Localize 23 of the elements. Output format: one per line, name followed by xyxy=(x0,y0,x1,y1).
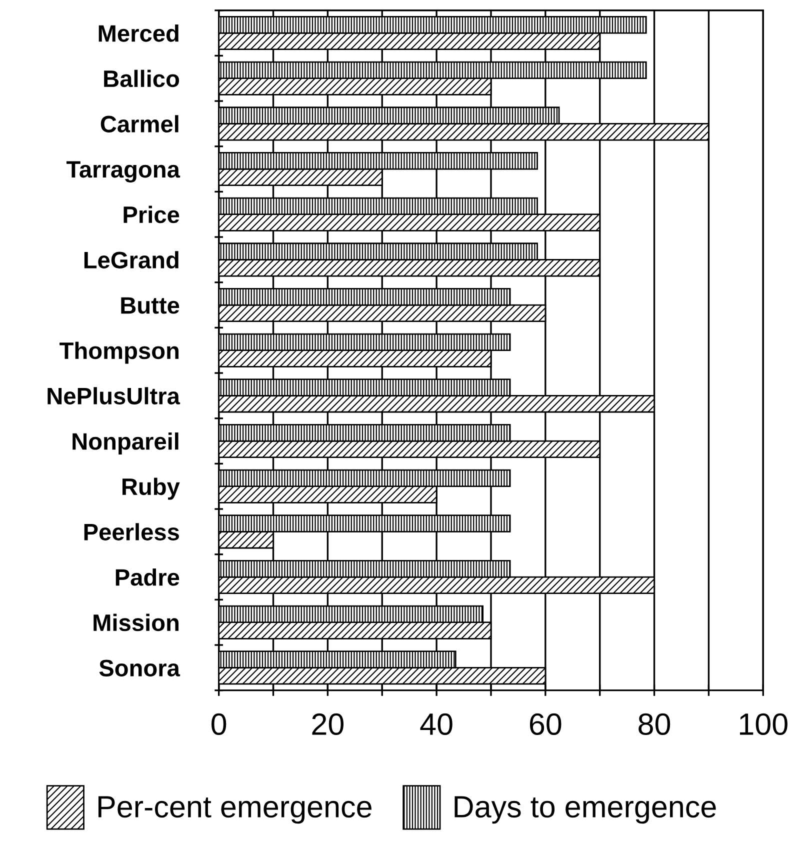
x-tick-label: 80 xyxy=(638,713,670,735)
y-tick-label: Ballico xyxy=(104,70,180,88)
legend-label: Days to emergence xyxy=(454,796,716,824)
y-tick-label: Thompson xyxy=(60,342,178,364)
y-tick-label: Price xyxy=(124,206,180,224)
x-tick-label: 40 xyxy=(420,713,452,735)
y-tick-label: Sonora xyxy=(99,660,180,676)
x-tick-label: 100 xyxy=(740,713,788,735)
y-tick-label: Merced xyxy=(98,24,178,42)
x-tick-label: 20 xyxy=(312,713,344,735)
y-tick-label: Tarragona xyxy=(66,161,180,183)
y-tick-label: NePlusUltra xyxy=(48,387,180,404)
legend-label: Per-cent emergence xyxy=(98,796,372,824)
y-tick-label: Butte xyxy=(121,297,180,314)
x-tick-label: 0 xyxy=(212,713,226,735)
y-tick-label: Peerless xyxy=(84,523,179,540)
y-tick-label: Mission xyxy=(94,614,178,632)
y-tick-label: Padre xyxy=(116,568,180,586)
y-tick-label: Carmel xyxy=(100,115,178,132)
y-tick-label: LeGrand xyxy=(84,251,178,268)
x-tick-label: 60 xyxy=(530,713,562,735)
y-tick-label: Nonpareil xyxy=(72,432,178,454)
y-tick-label: Ruby xyxy=(122,478,180,500)
